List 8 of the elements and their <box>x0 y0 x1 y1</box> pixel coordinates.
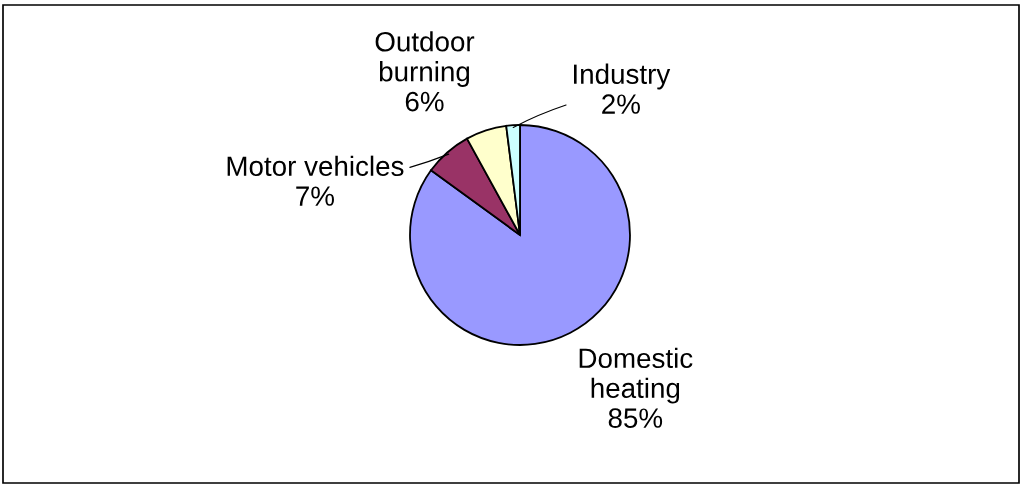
slice-label: Outdoor burning <box>375 31 475 87</box>
slice-label: Domestic heating <box>579 347 693 404</box>
slice-label: Motor vehicles <box>227 155 404 177</box>
data-label: 2% <box>602 94 640 114</box>
slice-label: Industry <box>574 63 671 90</box>
data-label: 7% <box>296 186 334 206</box>
data-label: 85% <box>608 408 663 428</box>
data-label: 6% <box>405 91 444 112</box>
